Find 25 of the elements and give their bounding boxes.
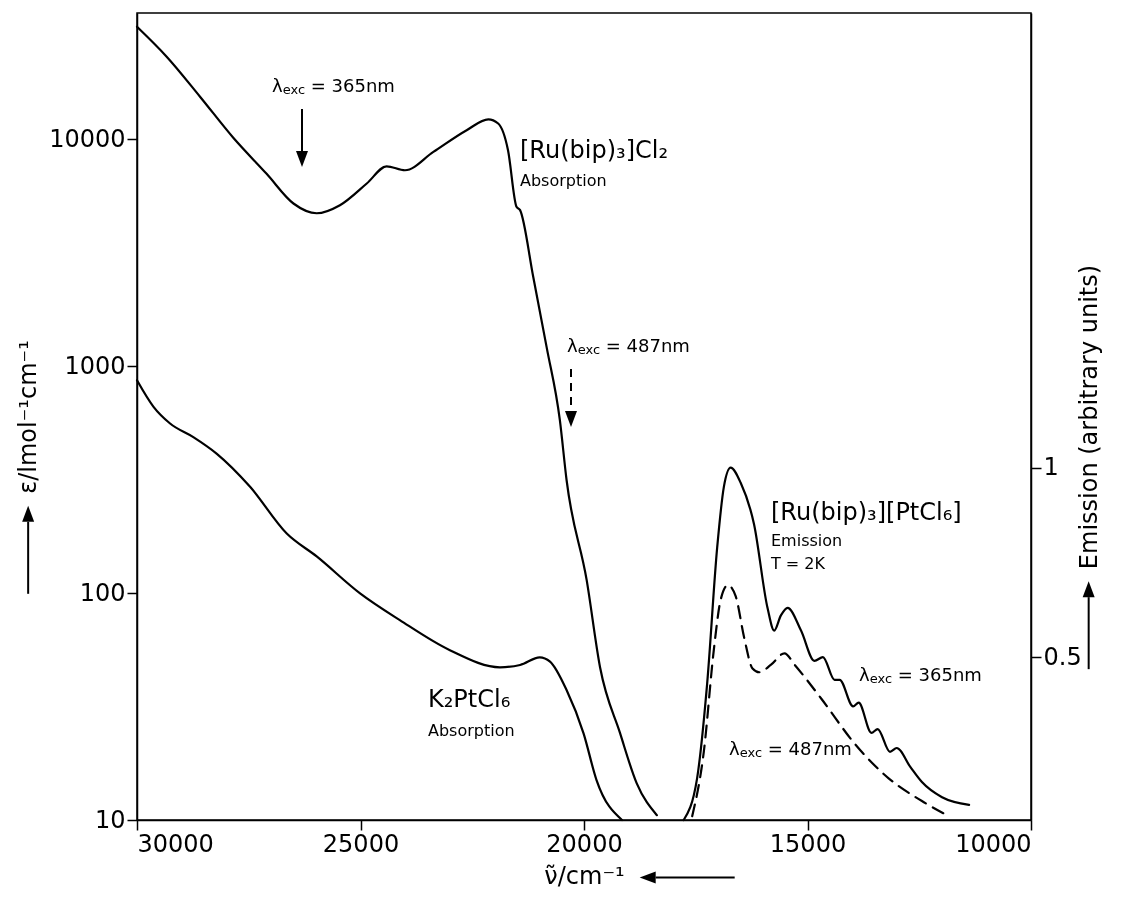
annotation: K₂PtCl₆ — [428, 685, 511, 713]
x-tick-label: 20000 — [546, 829, 623, 858]
x-tick-label: 15000 — [769, 829, 847, 858]
annotation: T = 2K — [770, 553, 826, 573]
y2-axis-title: Emission (arbitrary units) — [1074, 264, 1103, 570]
x-tick-label: 30000 — [137, 829, 214, 858]
annotation: Absorption — [428, 720, 515, 740]
y-axis-title: ε/lmol⁻¹cm⁻¹ — [14, 340, 43, 494]
annotation: λ$_{exc}$ = 365nm — [272, 75, 395, 98]
y-tick-label: 10000 — [49, 124, 126, 153]
y2-tick-label: 0.5 — [1043, 642, 1082, 671]
annotation: Emission — [771, 530, 843, 550]
annotation: λ$_{exc}$ = 487nm — [567, 335, 690, 358]
y-tick-label: 100 — [79, 578, 126, 607]
x-tick-label: 10000 — [955, 829, 1032, 858]
annotation: λ$_{exc}$ = 487nm — [729, 738, 852, 761]
y-tick-label: 1000 — [64, 351, 126, 380]
x-tick-label: 25000 — [322, 829, 400, 858]
annotation: [Ru(bip)₃]Cl₂ — [520, 136, 669, 164]
annotation: λ$_{exc}$ = 365nm — [859, 664, 982, 687]
y-tick-label: 10 — [94, 805, 126, 834]
annotation: Absorption — [520, 170, 607, 190]
y2-tick-label: 1 — [1043, 453, 1059, 482]
annotation: [Ru(bip)₃][PtCl₆] — [771, 498, 962, 526]
x-axis-title: ν̃/cm⁻¹ — [544, 861, 625, 890]
